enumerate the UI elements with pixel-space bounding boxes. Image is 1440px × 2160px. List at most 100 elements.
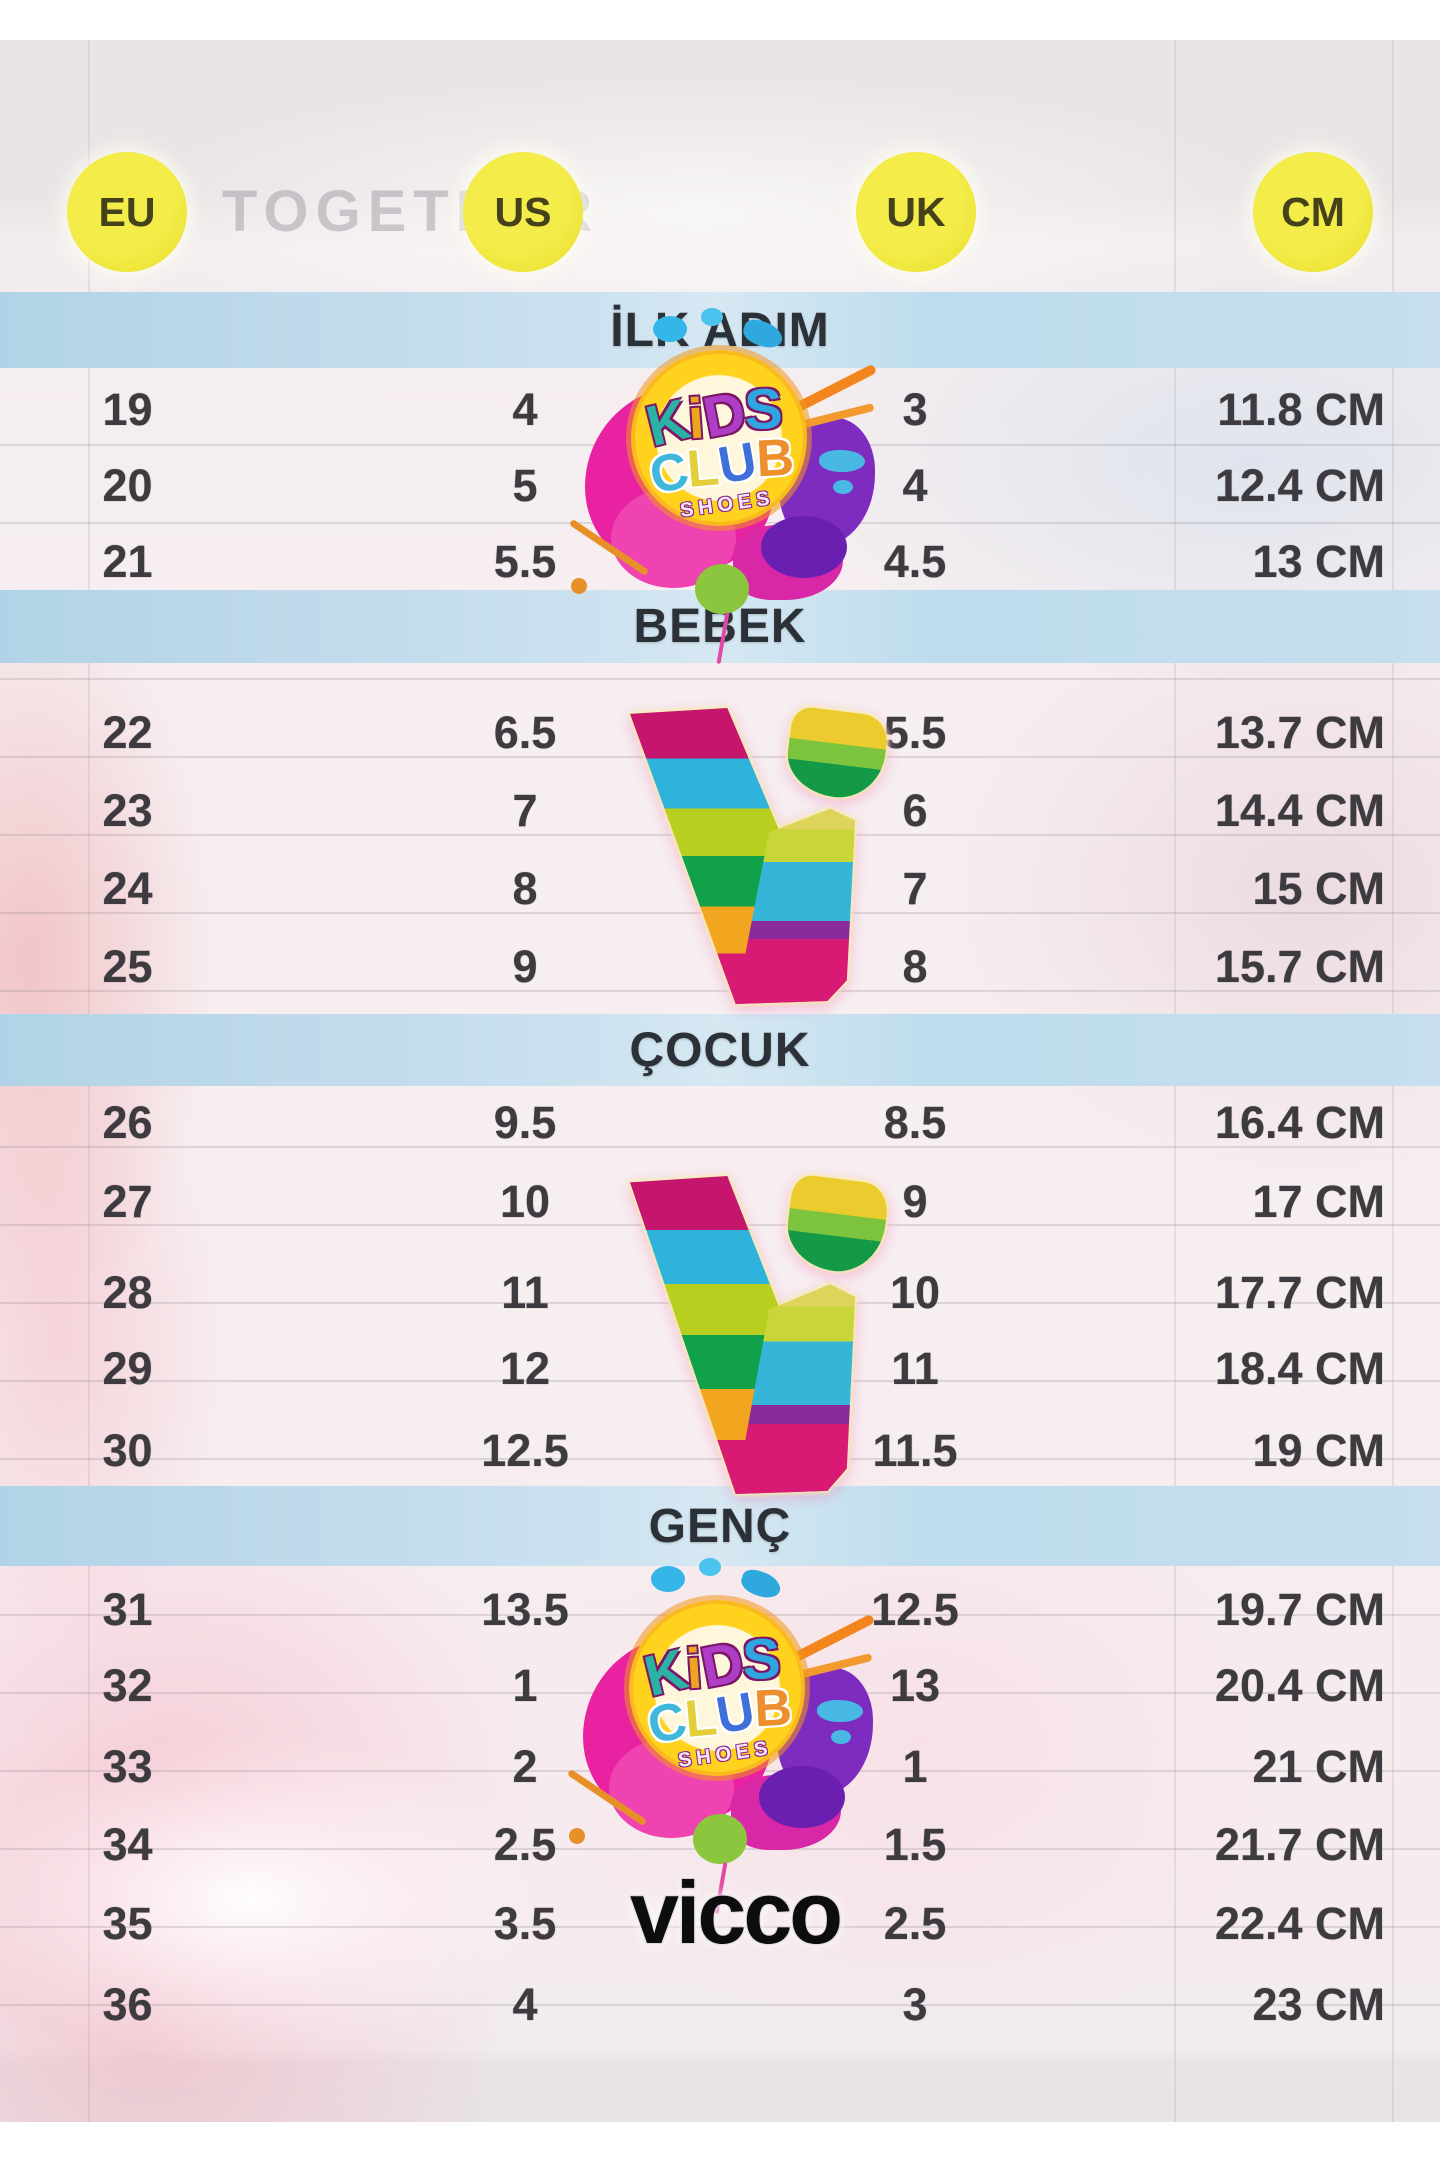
paint-splash-purple — [759, 1766, 845, 1828]
table-row: 28 11 10 17.7 CM — [0, 1255, 1440, 1331]
us-value: 8 — [512, 863, 538, 914]
kids-club-logo: KiDS CLUB SHOES — [566, 1558, 876, 1914]
v-right-tip — [783, 1173, 892, 1277]
us-value: 6.5 — [493, 707, 557, 758]
column-label: EU — [98, 188, 156, 235]
paint-splatter-cyan — [699, 1558, 721, 1576]
cm-value: 17.7 CM — [1214, 1267, 1385, 1318]
uk-value: 3 — [902, 1979, 928, 2030]
table-row: 26 9.5 8.5 16.4 CM — [0, 1085, 1440, 1161]
uk-value: 2.5 — [883, 1898, 947, 1949]
us-value: 11 — [501, 1267, 549, 1318]
table-row: 25 9 8 15.7 CM — [0, 929, 1440, 1005]
eu-value: 36 — [102, 1979, 153, 2030]
us-value: 3.5 — [493, 1898, 557, 1949]
us-value: 4 — [512, 384, 538, 435]
cm-value: 19 CM — [1252, 1425, 1385, 1476]
paint-splatter-orange — [571, 578, 587, 594]
cm-value: 20.4 CM — [1214, 1660, 1385, 1711]
uk-value: 1 — [902, 1741, 928, 1792]
eu-value: 34 — [102, 1819, 153, 1870]
table-row: 23 7 6 14.4 CM — [0, 773, 1440, 849]
table-row: 32 1 13 20.4 CM — [0, 1648, 1440, 1724]
eu-value: 31 — [102, 1584, 153, 1635]
column-header-cm: CM — [1253, 152, 1373, 272]
cm-value: 15 CM — [1252, 863, 1385, 914]
us-value: 7 — [512, 785, 538, 836]
cm-value: 14.4 CM — [1214, 785, 1385, 836]
eu-value: 20 — [102, 460, 153, 511]
uk-value: 9 — [902, 1176, 928, 1227]
us-value: 10 — [499, 1176, 551, 1227]
paint-splatter-cyan — [833, 480, 853, 494]
paint-splatter-cyan — [831, 1730, 851, 1744]
uk-value: 1.5 — [883, 1819, 947, 1870]
uk-value: 8.5 — [883, 1097, 947, 1148]
column-label: US — [494, 188, 552, 235]
cm-value: 15.7 CM — [1214, 941, 1385, 992]
cm-value: 23 CM — [1252, 1979, 1385, 2030]
cm-value: 12.4 CM — [1214, 460, 1385, 511]
table-row: 30 12.5 11.5 19 CM — [0, 1413, 1440, 1489]
eu-value: 30 — [102, 1425, 153, 1476]
eu-value: 23 — [102, 785, 153, 836]
uk-value: 4 — [902, 460, 928, 511]
eu-value: 29 — [102, 1343, 153, 1394]
uk-value: 8 — [902, 941, 928, 992]
us-value: 9.5 — [493, 1097, 557, 1148]
us-value: 13.5 — [481, 1584, 569, 1635]
column-header-uk: UK — [856, 152, 976, 272]
cm-value: 17 CM — [1252, 1176, 1385, 1227]
yellow-ring — [631, 350, 807, 526]
section-band-cocuk: ÇOCUK — [0, 1014, 1440, 1086]
eu-value: 22 — [102, 707, 153, 758]
section-band-genc: GENÇ — [0, 1486, 1440, 1566]
cm-value: 18.4 CM — [1214, 1343, 1385, 1394]
table-row: 36 4 3 23 CM — [0, 1967, 1440, 2043]
cm-value: 13 CM — [1252, 536, 1385, 587]
table-row: 27 10 9 17 CM — [0, 1164, 1440, 1240]
eu-value: 28 — [102, 1267, 153, 1318]
uk-value: 5.5 — [883, 707, 947, 758]
cm-value: 11.8 CM — [1217, 384, 1385, 435]
table-row: 34 2.5 1.5 21.7 CM — [0, 1807, 1440, 1883]
uk-value: 4.5 — [883, 536, 947, 587]
eu-value: 21 — [102, 536, 153, 587]
cm-value: 22.4 CM — [1214, 1898, 1385, 1949]
green-paint-dot — [695, 564, 749, 614]
table-row: 29 12 11 18.4 CM — [0, 1331, 1440, 1407]
green-paint-dot — [693, 1814, 747, 1864]
section-label: ÇOCUK — [629, 1023, 811, 1077]
table-row: 33 2 1 21 CM — [0, 1729, 1440, 1805]
us-value: 5 — [512, 460, 538, 511]
eu-value: 24 — [102, 863, 153, 914]
table-row: 31 13.5 12.5 19.7 CM — [0, 1572, 1440, 1648]
cm-value: 21 CM — [1252, 1741, 1385, 1792]
table-row: 20 5 4 12.4 CM — [0, 448, 1440, 524]
paint-splatter-orange — [569, 1828, 585, 1844]
column-header-us: US — [463, 152, 583, 272]
uk-value: 7 — [902, 863, 928, 914]
uk-value: 13 — [889, 1660, 941, 1711]
paint-splash-purple — [761, 516, 847, 578]
uk-value: 10 — [889, 1267, 941, 1318]
cm-value: 13.7 CM — [1214, 707, 1385, 758]
us-value: 4 — [512, 1979, 538, 2030]
eu-value: 27 — [102, 1176, 153, 1227]
paint-splatter-cyan — [819, 450, 865, 472]
cm-value: 16.4 CM — [1214, 1097, 1385, 1148]
column-label: UK — [886, 188, 946, 235]
vicco-v-logo — [630, 1173, 908, 1494]
yellow-ring — [629, 1600, 805, 1776]
uk-value: 6 — [902, 785, 928, 836]
eu-value: 26 — [102, 1097, 153, 1148]
uk-value: 11 — [891, 1343, 939, 1394]
eu-value: 19 — [102, 384, 153, 435]
table-row: 22 6.5 5.5 13.7 CM — [0, 695, 1440, 771]
eu-value: 35 — [102, 1898, 153, 1949]
table-row: 21 5.5 4.5 13 CM — [0, 524, 1440, 600]
vicco-wordmark: vicco — [629, 1863, 843, 1962]
eu-value: 32 — [102, 1660, 153, 1711]
kids-club-logo: KiDS CLUB SHOES — [568, 308, 878, 664]
us-value: 5.5 — [493, 536, 557, 587]
